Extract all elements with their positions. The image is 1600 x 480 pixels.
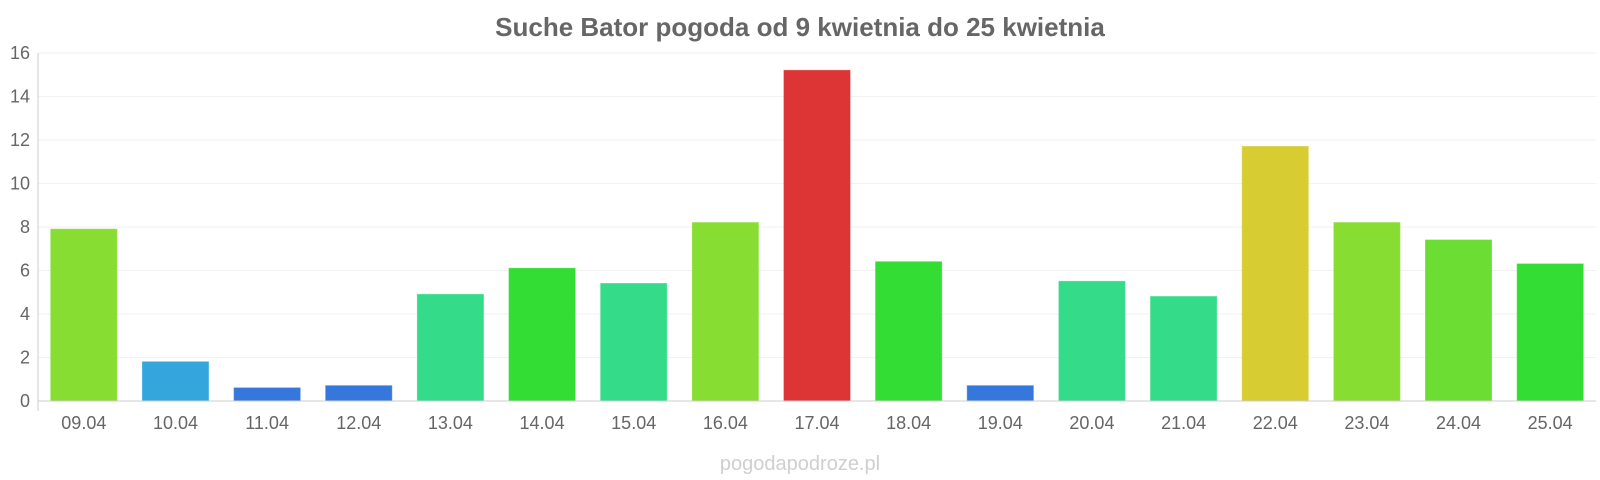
x-tick-label: 24.04 (1436, 413, 1481, 433)
chart-title: Suche Bator pogoda od 9 kwietnia do 25 k… (495, 12, 1105, 42)
x-tick-label: 19.04 (978, 413, 1023, 433)
watermark: pogodapodroze.pl (720, 453, 880, 475)
x-tick-label: 16.04 (703, 413, 748, 433)
bar-17.04 (783, 69, 851, 402)
bar-19.04 (966, 385, 1034, 402)
x-tick-label: 09.04 (61, 413, 106, 433)
x-tick-label: 10.04 (153, 413, 198, 433)
y-tick-label: 0 (20, 391, 30, 411)
bar-14.04 (508, 267, 576, 402)
bar-25.04 (1516, 263, 1584, 402)
x-tick-label: 15.04 (611, 413, 656, 433)
bar-20.04 (1058, 280, 1126, 402)
bar-13.04 (416, 293, 484, 402)
y-tick-label: 14 (10, 87, 30, 107)
bar-23.04 (1333, 222, 1401, 402)
x-tick-label: 20.04 (1069, 413, 1114, 433)
x-tick-label: 22.04 (1253, 413, 1298, 433)
x-tick-label: 18.04 (886, 413, 931, 433)
bar-11.04 (233, 387, 301, 402)
y-tick-label: 12 (10, 130, 30, 150)
bar-24.04 (1425, 239, 1493, 402)
y-tick-label: 4 (20, 304, 30, 324)
y-tick-label: 8 (20, 217, 30, 237)
y-tick-label: 16 (10, 43, 30, 63)
x-tick-label: 12.04 (336, 413, 381, 433)
bars (50, 69, 1584, 402)
bar-10.04 (141, 361, 209, 402)
y-tick-label: 10 (10, 174, 30, 194)
bar-12.04 (325, 385, 393, 402)
bar-15.04 (600, 283, 668, 402)
x-tick-label: 17.04 (794, 413, 839, 433)
bar-16.04 (691, 222, 759, 402)
x-axis-ticks: 09.04 10.04 11.04 12.04 13.04 14.04 15.04 16.04… (61, 413, 1572, 433)
bar-18.04 (875, 261, 943, 402)
x-tick-label: 23.04 (1344, 413, 1389, 433)
x-tick-label: 25.04 (1528, 413, 1573, 433)
y-tick-label: 2 (20, 348, 30, 368)
bar-21.04 (1150, 296, 1218, 402)
y-tick-label: 6 (20, 261, 30, 281)
x-tick-label: 21.04 (1161, 413, 1206, 433)
bar-09.04 (50, 228, 118, 402)
x-tick-label: 14.04 (520, 413, 565, 433)
x-tick-label: 13.04 (428, 413, 473, 433)
x-tick-label: 11.04 (245, 413, 289, 433)
y-axis-ticks: 0 2 4 6 8 10 12 14 16 (10, 43, 30, 411)
bar-22.04 (1241, 146, 1309, 402)
